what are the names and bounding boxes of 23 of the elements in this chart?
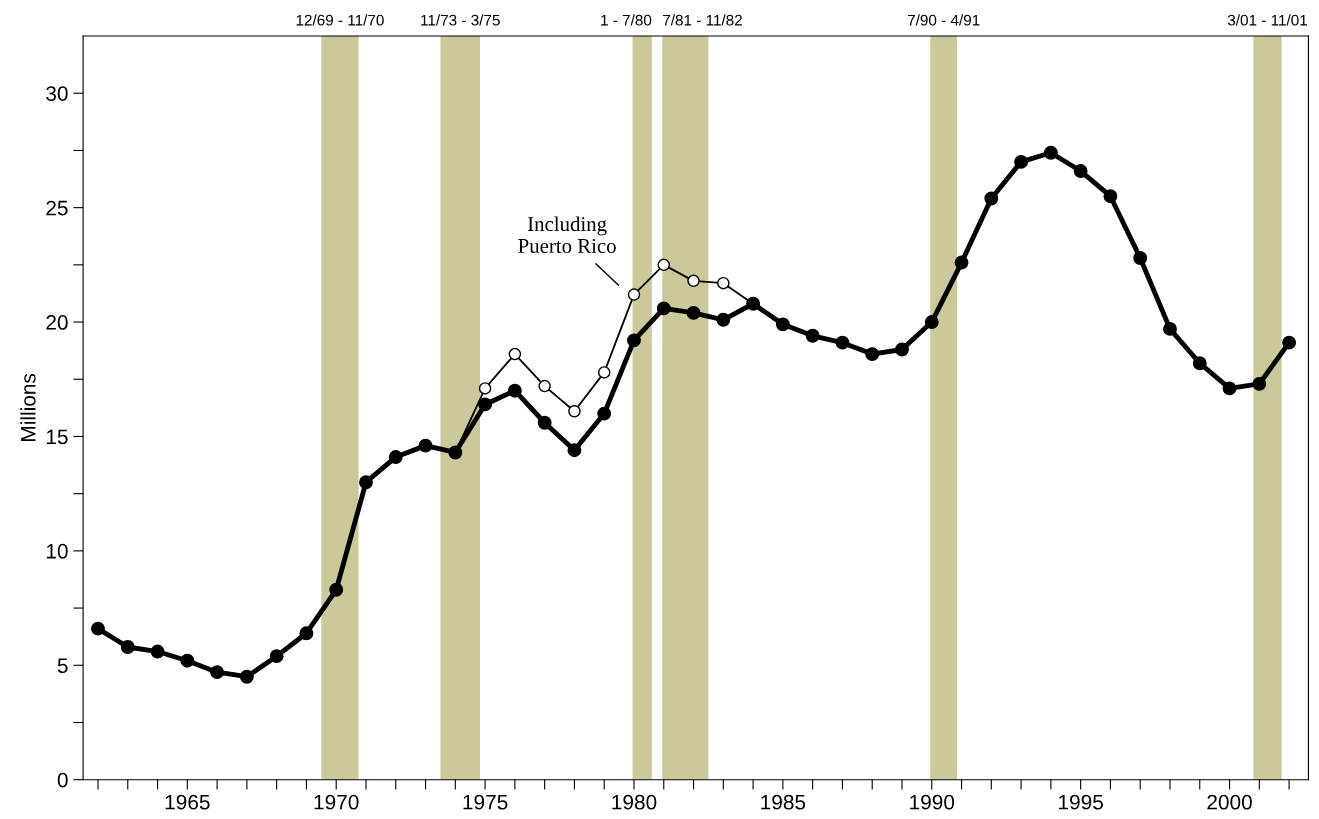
y-tick-label: 15	[46, 429, 68, 445]
x-tick-label: 1990	[910, 794, 955, 810]
x-tick-label: 2000	[1207, 794, 1252, 810]
band-label: 12/69 - 11/70	[296, 14, 384, 26]
band-label: 11/73 - 3/75	[421, 14, 500, 26]
band-label: 7/81 - 11/82	[663, 14, 742, 26]
x-tick-label: 1995	[1059, 794, 1103, 810]
band-label: 3/01 - 11/01	[1227, 14, 1307, 26]
y-tick-label: 30	[46, 86, 68, 101]
annotation: Including Puerto Rico	[518, 216, 616, 253]
x-tick-label: 1970	[314, 794, 359, 810]
y-tick-label: 20	[46, 315, 68, 330]
y-tick-label: 0	[57, 772, 68, 788]
y-tick-label: 5	[57, 658, 68, 674]
y-tick-label: 10	[46, 543, 68, 559]
y-tick-label: 25	[46, 200, 68, 216]
x-tick-label: 1985	[761, 794, 806, 810]
x-tick-label: 1980	[612, 794, 657, 810]
band-label: 7/90 - 4/91	[907, 14, 980, 26]
band-label: 1 - 7/80	[601, 14, 652, 26]
x-tick-label: 1975	[463, 794, 508, 810]
x-tick-label: 1965	[165, 794, 210, 810]
y-axis-title: Millions	[20, 373, 36, 441]
